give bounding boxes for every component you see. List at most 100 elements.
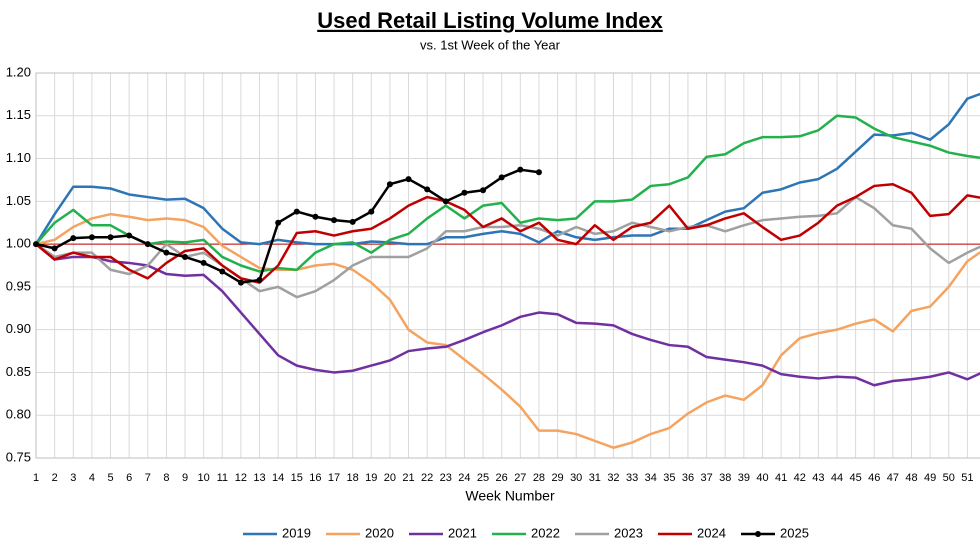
point-marker (368, 208, 375, 215)
x-tick-label: 44 (831, 472, 843, 484)
series-line (35, 195, 980, 299)
point-marker (405, 176, 412, 183)
series-line (35, 243, 980, 387)
x-tick-label: 40 (756, 472, 768, 484)
legend-label: 2025 (780, 525, 809, 540)
point-marker (51, 245, 58, 252)
x-tick-label: 51 (961, 472, 973, 484)
x-tick-label: 24 (458, 472, 470, 484)
point-marker (293, 208, 300, 215)
x-tick-label: 19 (365, 472, 377, 484)
x-tick-label: 2 (52, 472, 58, 484)
x-tick-label: 12 (235, 472, 247, 484)
x-axis-label: Week Number (465, 488, 555, 504)
x-tick-label: 25 (477, 472, 489, 484)
x-tick-label: 1 (33, 472, 39, 484)
x-tick-label: 39 (738, 472, 750, 484)
legend-item: 2020 (326, 525, 394, 540)
chart-title: Used Retail Listing Volume Index (317, 8, 663, 33)
point-marker (88, 234, 95, 241)
point-marker (256, 277, 263, 284)
point-marker (70, 235, 77, 242)
x-tick-label: 10 (198, 472, 210, 484)
legend-item: 2019 (243, 525, 311, 540)
x-tick-label: 29 (551, 472, 563, 484)
point-marker (498, 174, 505, 181)
x-tick-label: 37 (700, 472, 712, 484)
x-tick-label: 46 (868, 472, 880, 484)
y-tick-label: 1.10 (6, 150, 31, 165)
x-tick-label: 14 (272, 472, 284, 484)
x-tick-label: 31 (589, 472, 601, 484)
x-tick-label: 3 (70, 472, 76, 484)
legend-marker (755, 531, 761, 537)
x-tick-label: 42 (794, 472, 806, 484)
point-marker (144, 241, 151, 248)
y-tick-label: 1.00 (6, 236, 31, 251)
x-tick-label: 11 (217, 472, 228, 484)
point-marker (517, 166, 524, 173)
x-tick-label: 18 (347, 472, 359, 484)
x-tick-label: 9 (182, 472, 188, 484)
x-tick-label: 27 (514, 472, 526, 484)
x-tick-label: 41 (775, 472, 787, 484)
y-tick-label: 0.75 (6, 449, 31, 464)
point-marker (237, 279, 244, 286)
legend-label: 2024 (697, 525, 726, 540)
point-marker (182, 253, 189, 260)
x-tick-label: 16 (309, 472, 321, 484)
x-tick-label: 4 (89, 472, 95, 484)
x-tick-label: 43 (812, 472, 824, 484)
point-marker (200, 259, 207, 266)
x-tick-label: 33 (626, 472, 638, 484)
x-tick-label: 35 (663, 472, 675, 484)
legend-label: 2021 (448, 525, 477, 540)
x-tick-label: 15 (291, 472, 303, 484)
x-tick-label: 38 (719, 472, 731, 484)
point-marker (312, 213, 319, 220)
series-line (34, 92, 980, 246)
x-tick-label: 32 (607, 472, 619, 484)
y-tick-label: 0.90 (6, 321, 31, 336)
y-tick-label: 0.95 (6, 278, 31, 293)
y-tick-label: 1.20 (6, 64, 31, 79)
x-tick-label: 23 (440, 472, 452, 484)
y-tick-label: 0.80 (6, 407, 31, 422)
point-marker (275, 219, 282, 226)
x-tick-label: 17 (328, 472, 340, 484)
point-marker (424, 186, 431, 193)
point-marker (219, 268, 226, 275)
series-line (35, 168, 540, 284)
point-marker (107, 234, 114, 241)
point-marker (535, 169, 542, 176)
x-tick-label: 8 (163, 472, 169, 484)
series-line (35, 114, 980, 273)
series-line (35, 212, 980, 449)
point-marker (331, 217, 338, 224)
point-marker (126, 232, 133, 239)
x-tick-label: 22 (421, 472, 433, 484)
x-tick-label: 34 (645, 472, 657, 484)
legend-label: 2019 (282, 525, 311, 540)
x-tick-label: 45 (849, 472, 861, 484)
x-tick-label: 47 (887, 472, 899, 484)
y-tick-label: 1.05 (6, 193, 31, 208)
x-tick-label: 21 (402, 472, 414, 484)
legend-label: 2023 (614, 525, 643, 540)
x-tick-label: 6 (126, 472, 132, 484)
plot-border (35, 72, 980, 459)
point-marker (461, 189, 468, 196)
x-tick-label: 48 (905, 472, 917, 484)
legend-item: 2025 (741, 525, 809, 540)
y-tick-label: 0.85 (6, 364, 31, 379)
legend-item: 2022 (492, 525, 560, 540)
point-marker (33, 241, 39, 248)
point-marker (386, 181, 393, 188)
x-tick-label: 20 (384, 472, 396, 484)
x-tick-label: 28 (533, 472, 545, 484)
x-tick-label: 30 (570, 472, 582, 484)
legend-item: 2023 (575, 525, 643, 540)
x-tick-label: 26 (496, 472, 508, 484)
point-marker (442, 198, 449, 205)
